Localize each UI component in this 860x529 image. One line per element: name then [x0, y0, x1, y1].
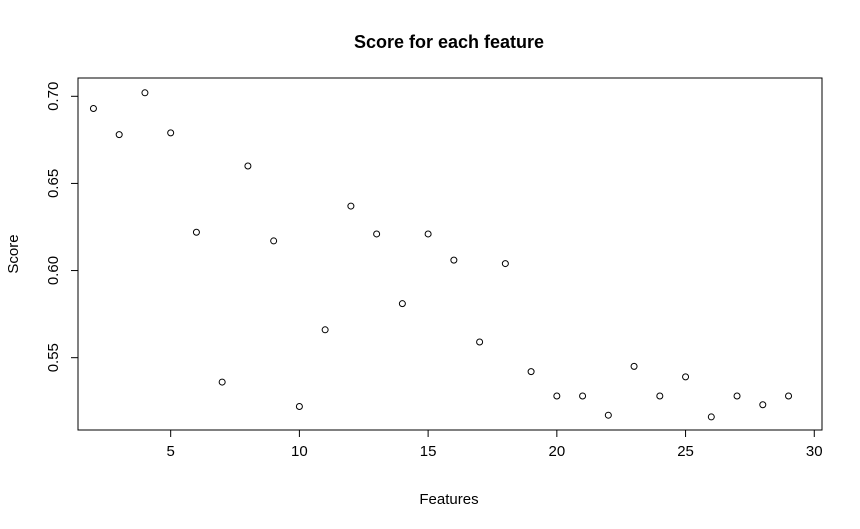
x-axis-label: Features — [419, 491, 478, 508]
x-axis: 5 10 15 20 25 30 — [167, 429, 823, 460]
data-point — [167, 129, 175, 137]
y-axis: 0.55 0.60 0.65 0.70 — [45, 82, 79, 372]
data-point — [656, 392, 664, 400]
x-tick-label: 15 — [420, 443, 437, 460]
data-point — [89, 104, 97, 112]
data-point — [141, 89, 149, 97]
data-point — [244, 162, 252, 170]
data-point — [476, 338, 484, 346]
data-point — [424, 230, 432, 238]
data-point — [785, 392, 793, 400]
y-tick-label: 0.65 — [45, 169, 62, 198]
data-point — [192, 228, 200, 236]
data-point — [373, 230, 381, 238]
x-tick-label: 5 — [167, 443, 175, 460]
data-point — [501, 260, 509, 268]
data-point — [295, 402, 303, 410]
data-point — [347, 202, 355, 210]
data-point — [630, 362, 638, 370]
data-point — [682, 373, 690, 381]
data-point — [553, 392, 561, 400]
y-tick-label: 0.70 — [45, 82, 62, 111]
data-point — [450, 256, 458, 264]
x-tick-label: 25 — [677, 443, 694, 460]
data-point — [398, 300, 406, 308]
data-point — [115, 131, 123, 139]
data-point — [527, 368, 535, 376]
x-tick-label: 20 — [548, 443, 565, 460]
plot-frame — [77, 77, 823, 431]
y-tick-label: 0.60 — [45, 256, 62, 285]
data-point — [270, 237, 278, 245]
chart-title: Score for each feature — [354, 32, 544, 52]
x-tick-label: 30 — [806, 443, 823, 460]
data-points — [89, 89, 793, 421]
y-axis-label: Score — [5, 234, 22, 273]
data-point — [218, 378, 226, 386]
data-point — [707, 413, 715, 421]
data-point — [733, 392, 741, 400]
x-tick-label: 10 — [291, 443, 308, 460]
y-tick-label: 0.55 — [45, 343, 62, 372]
data-point — [321, 326, 329, 334]
data-point — [759, 401, 767, 409]
data-point — [604, 411, 612, 419]
data-point — [579, 392, 587, 400]
